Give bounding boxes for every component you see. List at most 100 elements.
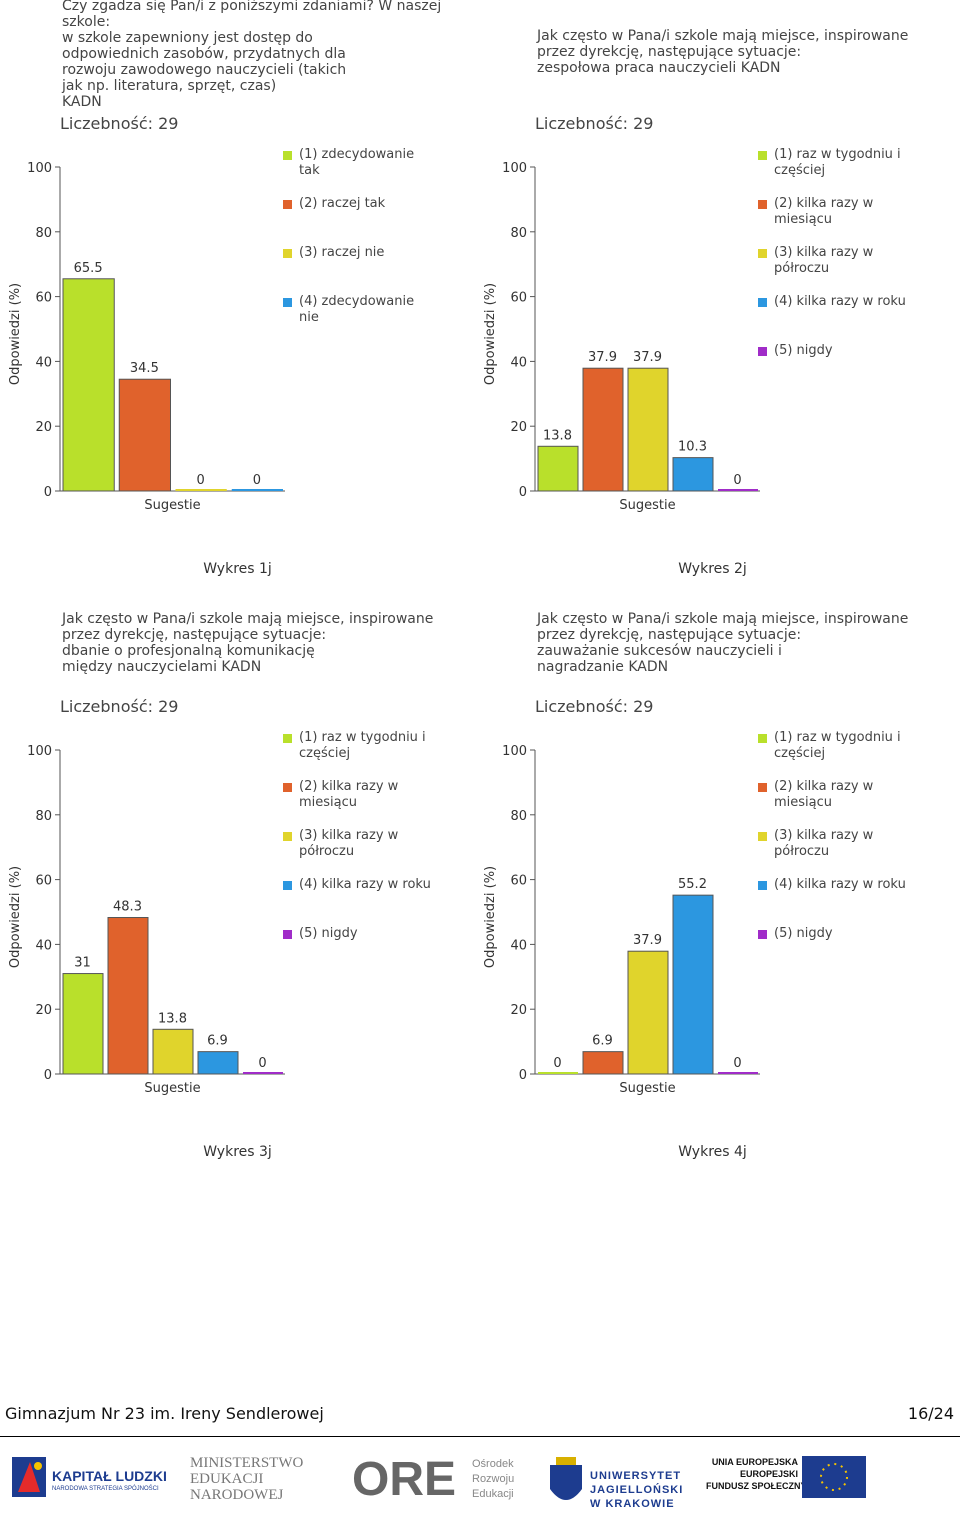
text-line: UNIWERSYTET [590, 1470, 682, 1482]
legend-item: (5) nigdy [758, 926, 908, 975]
y-tick-label: 100 [502, 744, 527, 759]
y-tick-label: 60 [510, 874, 527, 889]
bar [582, 1051, 624, 1075]
title-line: szkole: [62, 14, 111, 30]
y-tick-label: 80 [35, 809, 52, 824]
bar [62, 973, 104, 1075]
value-label: 37.9 [633, 933, 662, 948]
chart-subtitle: Liczebność: 29 [535, 697, 654, 716]
y-tick-label: 60 [35, 874, 52, 889]
text-line: FUNDUSZ SPOŁECZNY [706, 1481, 807, 1491]
legend-item: (4) kilka razy w roku [283, 877, 433, 926]
legend-label: (5) nigdy [774, 926, 833, 941]
legend-swatch [283, 298, 292, 307]
legend-label: (3) kilka razy w półroczu [774, 828, 874, 859]
y-tick-label: 60 [35, 291, 52, 306]
chart-title: Jak często w Pana/i szkole mają miejsce,… [537, 28, 908, 76]
ue-text: UNIA EUROPEJSKA EUROPEJSKI FUNDUSZ SPOŁECZ… [706, 1456, 807, 1492]
legend-item: (4) zdecydowanie nie [283, 294, 433, 343]
page-number: 16/24 [907, 1404, 954, 1423]
title-line: zespołowa praca nauczycieli KADN [537, 60, 781, 76]
legend-swatch [758, 200, 767, 209]
bar [537, 445, 579, 492]
bar [718, 489, 758, 491]
legend-item: (1) raz w tygodniu i częściej [283, 730, 433, 779]
legend: (1) raz w tygodniu i częściej (2) kilka r… [758, 730, 908, 975]
text-line: W KRAKOWIE [590, 1498, 675, 1510]
footer-rule [0, 1436, 960, 1437]
bar [231, 489, 283, 491]
legend-item: (5) nigdy [283, 926, 433, 975]
chart-caption: Wykres 4j [678, 1144, 747, 1160]
text-line: Rozwoju [472, 1473, 515, 1485]
bar [107, 917, 149, 1075]
y-tick-label: 100 [27, 161, 52, 176]
legend-item: (4) kilka razy w roku [758, 294, 908, 343]
text-line: Ośrodek [472, 1458, 514, 1470]
value-label: 0 [258, 1056, 266, 1071]
bar [152, 1028, 194, 1075]
bar [197, 1051, 239, 1075]
legend-swatch [283, 783, 292, 792]
kl-icon [12, 1457, 46, 1497]
legend-swatch [758, 734, 767, 743]
title-line: w szkole zapewniony jest dostęp do [62, 30, 313, 46]
school-name: Gimnazjum Nr 23 im. Ireny Sendlerowej [5, 1404, 324, 1423]
text-line: EDUKACJI [190, 1471, 264, 1487]
x-axis-label: Sugestie [619, 498, 675, 513]
x-axis-label: Sugestie [144, 1081, 200, 1096]
value-label: 34.5 [130, 361, 159, 376]
legend-label: (3) kilka razy w półroczu [299, 828, 399, 859]
y-tick-label: 40 [35, 938, 52, 953]
plot: 0 20 40 60 80 100 Odpowiedzi (%) Sugestie 0 6.9 37… [483, 744, 760, 1096]
legend: (1) raz w tygodniu i częściej (2) kilka r… [283, 730, 433, 975]
chart-title: Jak często w Pana/i szkole mają miejsce,… [62, 611, 433, 675]
value-label: 0 [733, 1056, 741, 1071]
legend-label: (3) raczej nie [299, 245, 385, 260]
text-line: EUROPEJSKI [739, 1469, 798, 1479]
legend-swatch [758, 249, 767, 258]
chart: Jak często w Pana/i szkole mają miejsce,… [0, 583, 475, 1166]
legend-label: (4) kilka razy w roku [774, 294, 906, 309]
bar [582, 367, 624, 492]
title-line: Jak często w Pana/i szkole mają miejsce,… [537, 28, 909, 44]
title-line: nagradzanie KADN [537, 659, 669, 675]
value-label: 13.8 [543, 428, 572, 443]
value-label: 48.3 [113, 900, 142, 915]
chart: Jak często w Pana/i szkole mają miejsce,… [475, 583, 950, 1166]
legend-label: (3) kilka razy w półroczu [774, 245, 874, 276]
legend-item: (1) raz w tygodniu i częściej [758, 147, 908, 196]
value-label: 13.8 [158, 1011, 187, 1026]
legend-swatch [283, 832, 292, 841]
legend-item: (4) kilka razy w roku [758, 877, 908, 926]
title-line: przez dyrekcję, następujące sytuacje: [537, 627, 802, 643]
y-tick-label: 40 [510, 938, 527, 953]
bar [175, 489, 227, 491]
legend-swatch [758, 347, 767, 356]
legend-label: (2) kilka razy w miesiącu [774, 196, 874, 227]
text-line: Edukacji [472, 1488, 514, 1500]
logo-ore: ORE Ośrodek Rozwoju Edukacji [352, 1455, 514, 1505]
legend-item: (3) raczej nie [283, 245, 433, 294]
y-tick-label: 100 [27, 744, 52, 759]
y-tick-label: 80 [35, 226, 52, 241]
legend-item: (2) kilka razy w miesiącu [758, 196, 908, 245]
chart-title: Czy zgadza się Pan/i z poniższymi zdania… [62, 0, 441, 110]
y-axis-label: Odpowiedzi (%) [483, 866, 498, 968]
legend-swatch [283, 249, 292, 258]
y-tick-label: 0 [519, 1068, 527, 1083]
text-line: JAGIELLOŃSKI [590, 1484, 684, 1496]
legend-swatch [283, 930, 292, 939]
legend-item: (2) raczej tak [283, 196, 433, 245]
y-tick-label: 0 [44, 485, 52, 500]
legend-swatch [758, 881, 767, 890]
legend-item: (3) kilka razy w półroczu [283, 828, 433, 877]
bar [672, 894, 714, 1075]
y-tick-label: 0 [519, 485, 527, 500]
plot: 0 20 40 60 80 100 Odpowiedzi (%) Sugestie 13.8 37… [483, 161, 760, 513]
value-label: 0 [196, 473, 204, 488]
value-label: 31 [74, 956, 91, 971]
chart-subtitle: Liczebność: 29 [60, 697, 179, 716]
ore-sub: Ośrodek Rozwoju Edukacji [472, 1457, 514, 1502]
x-axis-label: Sugestie [144, 498, 200, 513]
